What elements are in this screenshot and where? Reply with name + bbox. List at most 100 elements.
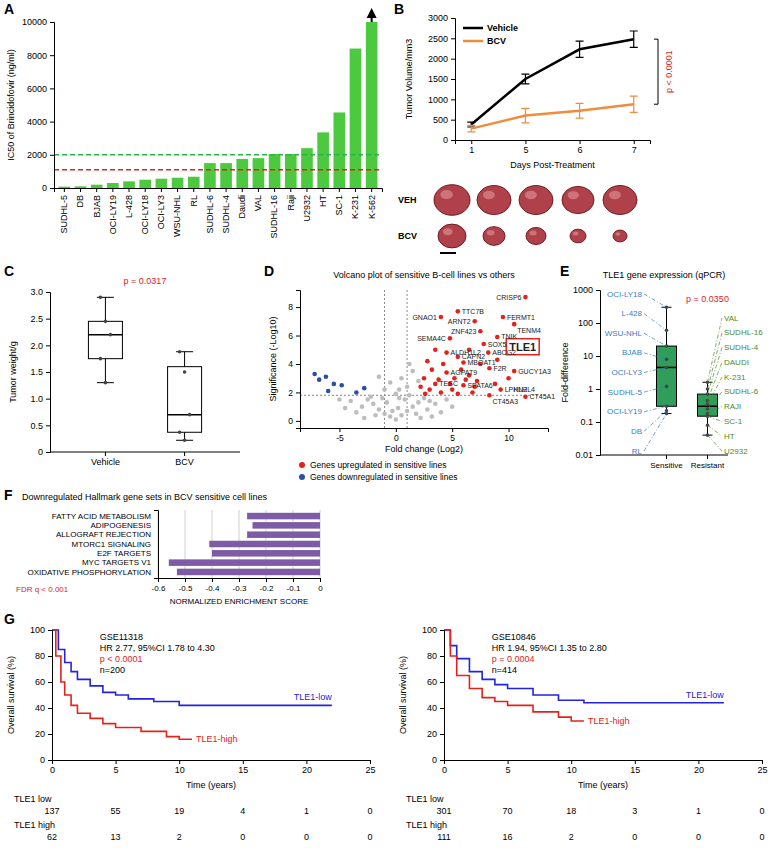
tick-label: 2.0 — [30, 341, 43, 351]
tick: 0 — [288, 416, 300, 426]
box — [88, 321, 122, 358]
tick-mark — [339, 188, 340, 192]
point — [410, 404, 415, 409]
x-axis: SUDHL-5DBBJABOCI-LY19L-428OCI-LY18OCI-LY… — [55, 188, 383, 239]
plot-area — [657, 305, 718, 436]
legend-swatch — [299, 474, 305, 480]
tumor-photo — [438, 224, 466, 248]
axis-title: Significance (-Log10) — [268, 316, 278, 401]
point — [470, 390, 475, 395]
tick-label: 2000 — [428, 54, 448, 64]
line — [471, 104, 634, 128]
tick-mark — [179, 760, 180, 764]
point — [348, 399, 353, 404]
point-label: DAUDI — [724, 358, 749, 367]
tick-mark — [355, 188, 356, 192]
leader-line — [644, 353, 667, 359]
tick: 2 — [288, 388, 300, 398]
point — [178, 350, 182, 354]
tick-mark — [508, 760, 509, 764]
risk-table-value: 0 — [632, 832, 637, 842]
tick-mark — [48, 630, 52, 631]
tick-mark — [451, 59, 455, 60]
tick-mark — [46, 372, 50, 373]
bar — [253, 522, 321, 529]
error-bar — [630, 96, 638, 112]
axis-title: Time (years) — [578, 780, 628, 790]
point — [183, 438, 187, 442]
panel: TLE1CRISP6TTC7BGNAO1ARNT2FERMT1TENM4ZNF4… — [264, 263, 555, 482]
risk-table-value: 1 — [304, 806, 309, 816]
point-label: WSU-NHL — [605, 329, 643, 338]
tick-mark — [46, 452, 50, 453]
point-label: L-428 — [622, 309, 643, 318]
risk-table-value: 1 — [696, 806, 701, 816]
risk-table-value: 0 — [759, 832, 764, 842]
panel: OCI-LY18L-428WSU-NHLBJABOCI-LY3SUDHL-5OC… — [560, 263, 763, 470]
panel-letter: F — [4, 487, 13, 503]
plot-area — [88, 296, 201, 443]
tick: 2500 — [428, 34, 455, 44]
point-label: TESC — [439, 380, 458, 387]
tick: 10 — [567, 760, 577, 775]
point — [416, 400, 421, 405]
tick-label: 0 — [443, 135, 448, 145]
box — [657, 346, 677, 406]
tick-label: 2500 — [428, 34, 448, 44]
point — [506, 376, 511, 381]
point — [382, 387, 387, 392]
tick-mark — [46, 345, 50, 346]
panel: 0200040006000800010000SUDHL-5DBBJABOCI-L… — [4, 1, 383, 239]
tick: K-231 — [350, 188, 360, 219]
point — [414, 411, 419, 416]
x-axis: 0510152025 — [50, 760, 376, 775]
tick-mark — [266, 578, 267, 582]
tick-label: 2.5 — [30, 314, 43, 324]
tumor-photo-highlight — [530, 231, 537, 236]
legend-label: BCV — [487, 36, 506, 46]
tick-mark — [707, 455, 708, 459]
axis-line — [301, 429, 549, 433]
point — [418, 416, 423, 421]
tick-mark — [306, 760, 307, 764]
tick-label: 25 — [757, 765, 767, 775]
tick: 60 — [427, 677, 444, 687]
tick: 0 — [38, 447, 50, 457]
point — [461, 383, 466, 388]
tick-mark — [154, 553, 158, 554]
point-label: K-231 — [724, 373, 746, 382]
tumor-photo — [562, 186, 594, 213]
bar — [366, 22, 378, 188]
risk-table-value: 2 — [569, 832, 574, 842]
tick-mark — [48, 760, 52, 761]
tick-mark — [596, 290, 600, 291]
point — [472, 319, 477, 324]
bar — [177, 569, 320, 576]
tick-label: E2F TARGETS — [97, 549, 151, 558]
tick-mark — [185, 578, 186, 582]
tick-label: -0.3 — [233, 584, 247, 593]
error-bar — [521, 74, 529, 84]
tick-label: 80 — [35, 651, 45, 661]
tick: 0 — [442, 760, 447, 775]
tick: RL — [189, 188, 199, 207]
tick-mark — [296, 336, 300, 337]
leader-line — [644, 294, 667, 307]
tick-mark — [50, 155, 54, 156]
point — [385, 400, 390, 405]
point — [665, 329, 669, 333]
point — [362, 416, 367, 421]
point-label: ARNT2 — [448, 318, 471, 325]
point-label: F2R — [493, 365, 506, 372]
point — [430, 414, 435, 419]
tick-label: ADIPOGENESIS — [91, 521, 151, 530]
tick: 20 — [427, 729, 444, 739]
point-label: AGPAT9 — [451, 369, 478, 376]
legend-label: Genes upregulated in sensitive lines — [310, 460, 447, 470]
point-label: OCI-LY3 — [611, 368, 642, 377]
tick: 7 — [632, 140, 637, 155]
tick-label: 1000 — [428, 95, 448, 105]
tick: DB — [75, 188, 85, 208]
y-axis: 020406080100 — [422, 625, 445, 765]
tick: 80 — [35, 651, 52, 661]
